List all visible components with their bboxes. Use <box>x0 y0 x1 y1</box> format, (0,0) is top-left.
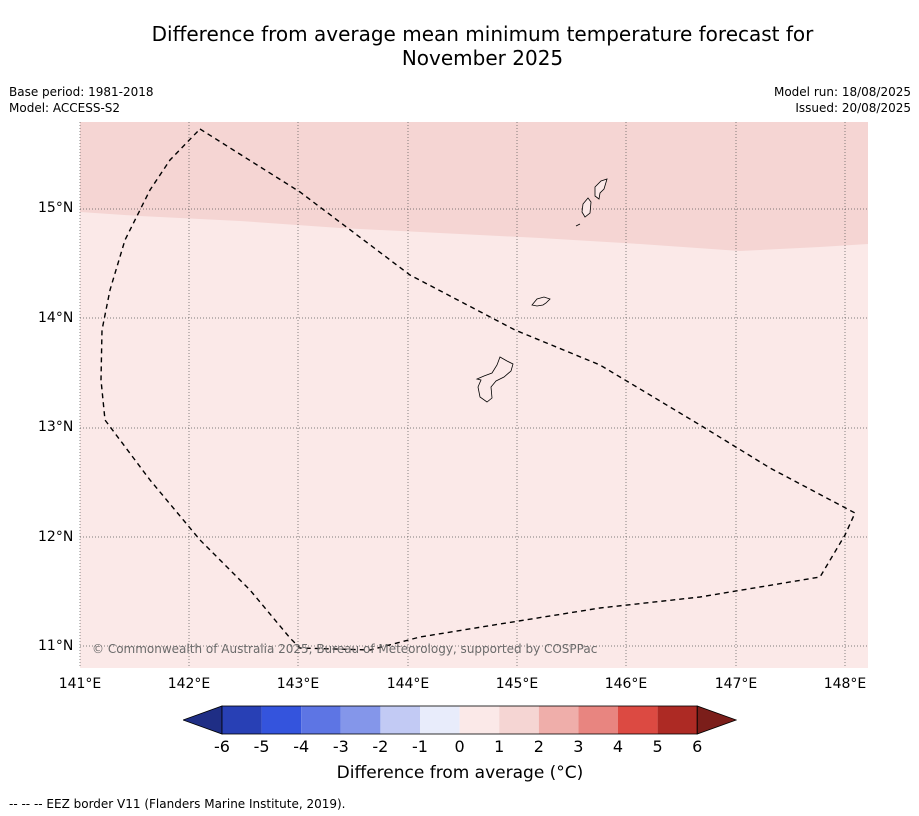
island-guam <box>475 356 514 403</box>
meta-left: Base period: 1981-2018 Model: ACCESS-S2 <box>9 84 154 116</box>
title-line-2: November 2025 <box>401 46 564 70</box>
model-name: Model: ACCESS-S2 <box>9 101 121 115</box>
colorbar-tick-label: -2 <box>372 737 389 756</box>
lat-label-14n: 14°N <box>38 310 74 326</box>
colorbar-segment <box>618 706 658 734</box>
map-panel: © Commonwealth of Australia 2025, Bureau… <box>79 122 868 668</box>
colorbar-tick-label: -4 <box>293 737 310 756</box>
colorbar-tick-label: -1 <box>412 737 428 756</box>
colorbar-tick-label: -5 <box>253 737 270 756</box>
graticule <box>79 122 868 668</box>
colorbar-tick-label: 6 <box>692 737 703 756</box>
lon-label-142e: 142°E <box>167 676 211 692</box>
lat-label-15n: 15°N <box>38 200 74 216</box>
copyright-notice: © Commonwealth of Australia 2025, Bureau… <box>92 642 597 656</box>
colorbar-tick-label: 2 <box>533 737 544 756</box>
meta-right: Model run: 18/08/2025 Issued: 20/08/2025 <box>774 84 911 116</box>
islands <box>475 178 608 403</box>
lat-label-13n: 13°N <box>38 419 74 435</box>
lat-label-11n: 11°N <box>38 638 74 654</box>
colorbar-segment <box>657 706 698 734</box>
colorbar-segment <box>340 706 381 734</box>
colorbar-tick-label: -3 <box>332 737 349 756</box>
island-rota <box>531 296 551 307</box>
colorbar-tick-label: 1 <box>494 737 505 756</box>
colorbar-arrow-high <box>696 705 737 735</box>
colorbar-arrow-low <box>183 705 223 735</box>
colorbar-segment <box>578 706 618 734</box>
colorbar-tick-label: 3 <box>573 737 584 756</box>
colorbar-tick-label: 0 <box>454 737 465 756</box>
eez-legend-note: -- -- -- EEZ border V11 (Flanders Marine… <box>9 797 346 811</box>
model-run: Model run: 18/08/2025 <box>773 85 911 99</box>
issued-date: Issued: 20/08/2025 <box>795 101 911 115</box>
colorbar-tick-label: 4 <box>612 737 624 756</box>
lon-label-143e: 143°E <box>276 676 320 692</box>
lon-label-144e: 144°E <box>386 676 430 692</box>
colorbar-segment <box>499 706 539 734</box>
island-aguijan <box>575 223 581 227</box>
colorbar-label: Difference from average (°C) <box>336 763 584 783</box>
colorbar <box>183 705 737 735</box>
eez-border <box>100 128 856 651</box>
island-saipan <box>594 178 608 200</box>
lon-label-141e: 141°E <box>58 676 102 692</box>
colorbar-segment <box>420 706 460 734</box>
colorbar-segment <box>222 706 262 734</box>
colorbar-segment <box>380 706 420 734</box>
colorbar-tick-label: -6 <box>214 737 230 756</box>
colorbar-segment <box>261 706 302 734</box>
lon-label-147e: 147°E <box>714 676 758 692</box>
colorbar-frame <box>221 705 698 735</box>
lat-label-12n: 12°N <box>38 529 74 545</box>
lon-label-145e: 145°E <box>495 676 539 692</box>
colorbar-tick-label: 5 <box>652 737 663 756</box>
base-period: Base period: 1981-2018 <box>9 85 154 99</box>
island-tinian <box>581 197 592 218</box>
lon-label-148e: 148°E <box>823 676 867 692</box>
map-title: Difference from average mean minimum tem… <box>0 22 919 70</box>
anomaly-region-1-2 <box>80 122 868 251</box>
colorbar-segment <box>459 706 500 734</box>
colorbar-segment <box>301 706 341 734</box>
title-line-1: Difference from average mean minimum tem… <box>151 22 814 46</box>
colorbar-segment <box>538 706 579 734</box>
lon-label-146e: 146°E <box>604 676 648 692</box>
